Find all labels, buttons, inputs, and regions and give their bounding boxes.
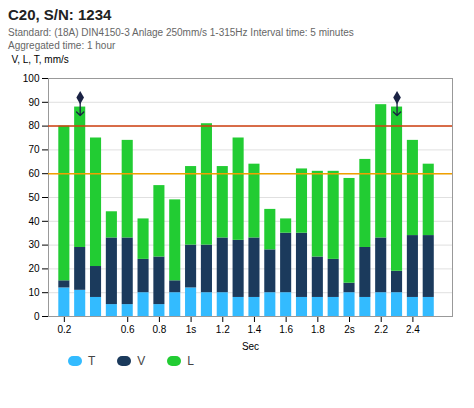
svg-text:0: 0 (34, 311, 40, 322)
svg-text:0.8: 0.8 (152, 324, 166, 335)
svg-text:100: 100 (23, 73, 40, 84)
html-text:T: T (88, 354, 96, 368)
html-text:L: L (187, 354, 194, 368)
html-text:Standard: (18A) DIN4150-3 Anla: Standard: (18A) DIN4150-3 Anlage 250mm/s… (8, 27, 354, 38)
svg-text:2.2: 2.2 (374, 324, 388, 335)
svg-text:1s: 1s (186, 324, 197, 335)
html-text:C20, S/N: 1234: C20, S/N: 1234 (8, 6, 112, 23)
svg-text:2.4: 2.4 (406, 324, 420, 335)
svg-text:40: 40 (28, 216, 40, 227)
svg-text:20: 20 (28, 263, 40, 274)
svg-text:60: 60 (28, 168, 40, 179)
svg-text:0.6: 0.6 (121, 324, 135, 335)
svg-text:90: 90 (28, 97, 40, 108)
html-text:Aggregated time: 1 hour: Aggregated time: 1 hour (8, 40, 116, 51)
svg-text:10: 10 (28, 287, 40, 298)
svg-text:80: 80 (28, 120, 40, 131)
svg-text:0.2: 0.2 (57, 324, 71, 335)
svg-text:70: 70 (28, 144, 40, 155)
svg-text:50: 50 (28, 192, 40, 203)
html-text:V: V (137, 354, 146, 368)
svg-text:1.8: 1.8 (311, 324, 325, 335)
svg-text:30: 30 (28, 239, 40, 250)
svg-text:1.4: 1.4 (248, 324, 262, 335)
svg-text:V, L, T, mm/s: V, L, T, mm/s (12, 54, 69, 65)
svg-text:2s: 2s (344, 324, 355, 335)
svg-text:Sec: Sec (242, 341, 259, 352)
svg-text:1.2: 1.2 (216, 324, 230, 335)
svg-text:1.6: 1.6 (279, 324, 293, 335)
